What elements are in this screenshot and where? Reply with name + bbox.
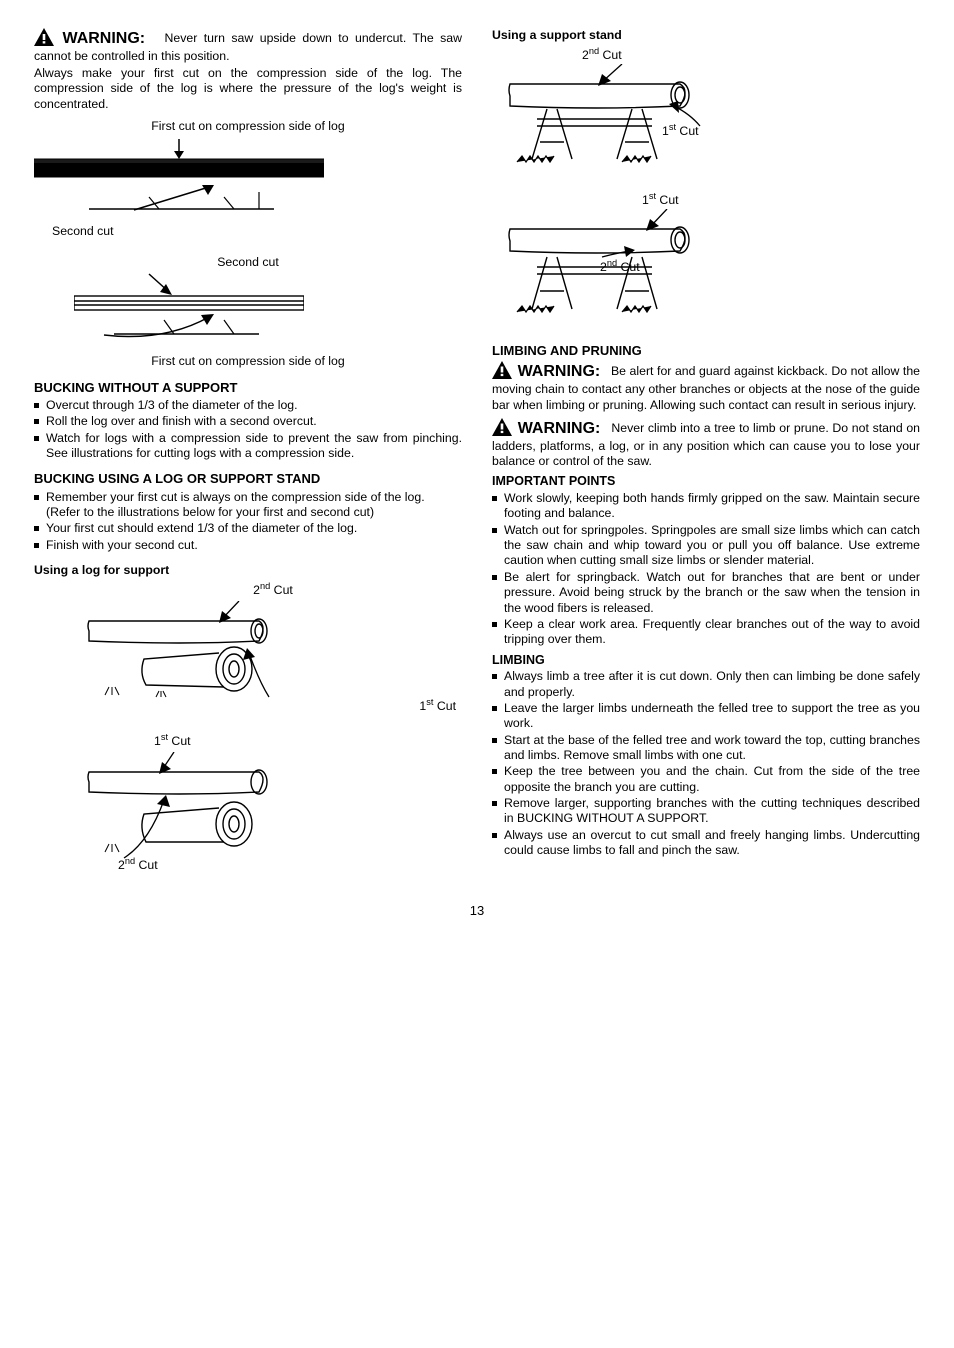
list-limbing: Always limb a tree after it is cut down.…: [492, 669, 920, 858]
figure-stand-b: 1st Cut 2nd: [502, 191, 920, 333]
figure-log-support-b: 1st Cut 2nd: [84, 732, 462, 873]
subhead-important-points: IMPORTANT POINTS: [492, 474, 920, 490]
list-item: Start at the base of the felled tree and…: [504, 733, 920, 764]
warning-icon: [492, 361, 512, 379]
list-item: Finish with your second cut.: [46, 538, 462, 553]
list-bucking-no-support: Overcut through 1/3 of the diameter of t…: [34, 398, 462, 461]
list-item: Your first cut should extend 1/3 of the …: [46, 521, 462, 536]
list-item: Roll the log over and finish with a seco…: [46, 414, 462, 429]
warning-1-para2: Always make your first cut on the compre…: [34, 66, 462, 112]
warning-icon: [492, 418, 512, 436]
list-item: Work slowly, keeping both hands firmly g…: [504, 491, 920, 522]
fig1-midcap: Second cut: [52, 224, 462, 239]
cut-label: 2nd Cut: [84, 581, 462, 598]
list-item: Be alert for springback. Watch out for b…: [504, 570, 920, 616]
cut-label: 1st Cut: [84, 697, 456, 714]
warning-1: WARNING: Never turn saw upside down to u…: [34, 28, 462, 64]
subhead-limbing: LIMBING: [492, 653, 920, 669]
list-item: Watch for logs with a compression side t…: [46, 431, 462, 462]
list-bucking-support-stand: Remember your first cut is always on the…: [34, 490, 462, 553]
warning-2: WARNING: Be alert for and guard against …: [492, 361, 920, 412]
figure-log-support-a: 2nd Cut: [84, 581, 462, 714]
fig1-topcap: First cut on compression side of log: [34, 119, 462, 134]
list-item: Keep the tree between you and the chain.…: [504, 764, 920, 795]
figure-cut-top: [34, 137, 462, 217]
list-item: Remember your first cut is always on the…: [46, 490, 462, 521]
warning-icon: [34, 28, 54, 46]
fig2-botcap: First cut on compression side of log: [34, 354, 462, 369]
warning-word: WARNING:: [62, 30, 145, 47]
cut-label: 2nd Cut: [582, 46, 920, 63]
head-limbing-pruning: LIMBING AND PRUNING: [492, 343, 920, 359]
head-bucking-no-support: BUCKING WITHOUT A SUPPORT: [34, 380, 462, 396]
cut-label: 1st Cut: [662, 122, 920, 139]
list-item: Overcut through 1/3 of the diameter of t…: [46, 398, 462, 413]
list-important-points: Work slowly, keeping both hands firmly g…: [492, 491, 920, 648]
list-item: Always limb a tree after it is cut down.…: [504, 669, 920, 700]
head-bucking-support-stand: BUCKING USING A LOG OR SUPPORT STAND: [34, 471, 462, 487]
cut-label: 2nd Cut: [118, 856, 462, 873]
cut-label: 1st Cut: [154, 732, 462, 749]
page-number: 13: [34, 903, 920, 919]
list-item: Watch out for springpoles. Springpoles a…: [504, 523, 920, 569]
warning-word: WARNING:: [518, 420, 601, 437]
figlabel-log-support: Using a log for support: [34, 563, 462, 578]
cut-label: 1st Cut: [642, 191, 920, 208]
figlabel-support-stand: Using a support stand: [492, 28, 920, 43]
right-column: Using a support stand 2nd Cut: [492, 28, 920, 877]
warning-word: WARNING:: [518, 363, 601, 380]
list-item: Leave the larger limbs underneath the fe…: [504, 701, 920, 732]
fig2-topcap: Second cut: [34, 255, 462, 270]
list-item: Always use an overcut to cut small and f…: [504, 828, 920, 859]
figure-cut-bottom: [74, 272, 462, 347]
warning-3: WARNING: Never climb into a tree to limb…: [492, 418, 920, 469]
figure-stand-a: 2nd Cut: [502, 46, 920, 185]
left-column: WARNING: Never turn saw upside down to u…: [34, 28, 462, 877]
list-item: Keep a clear work area. Frequently clear…: [504, 617, 920, 648]
list-item: Remove larger, supporting branches with …: [504, 796, 920, 827]
